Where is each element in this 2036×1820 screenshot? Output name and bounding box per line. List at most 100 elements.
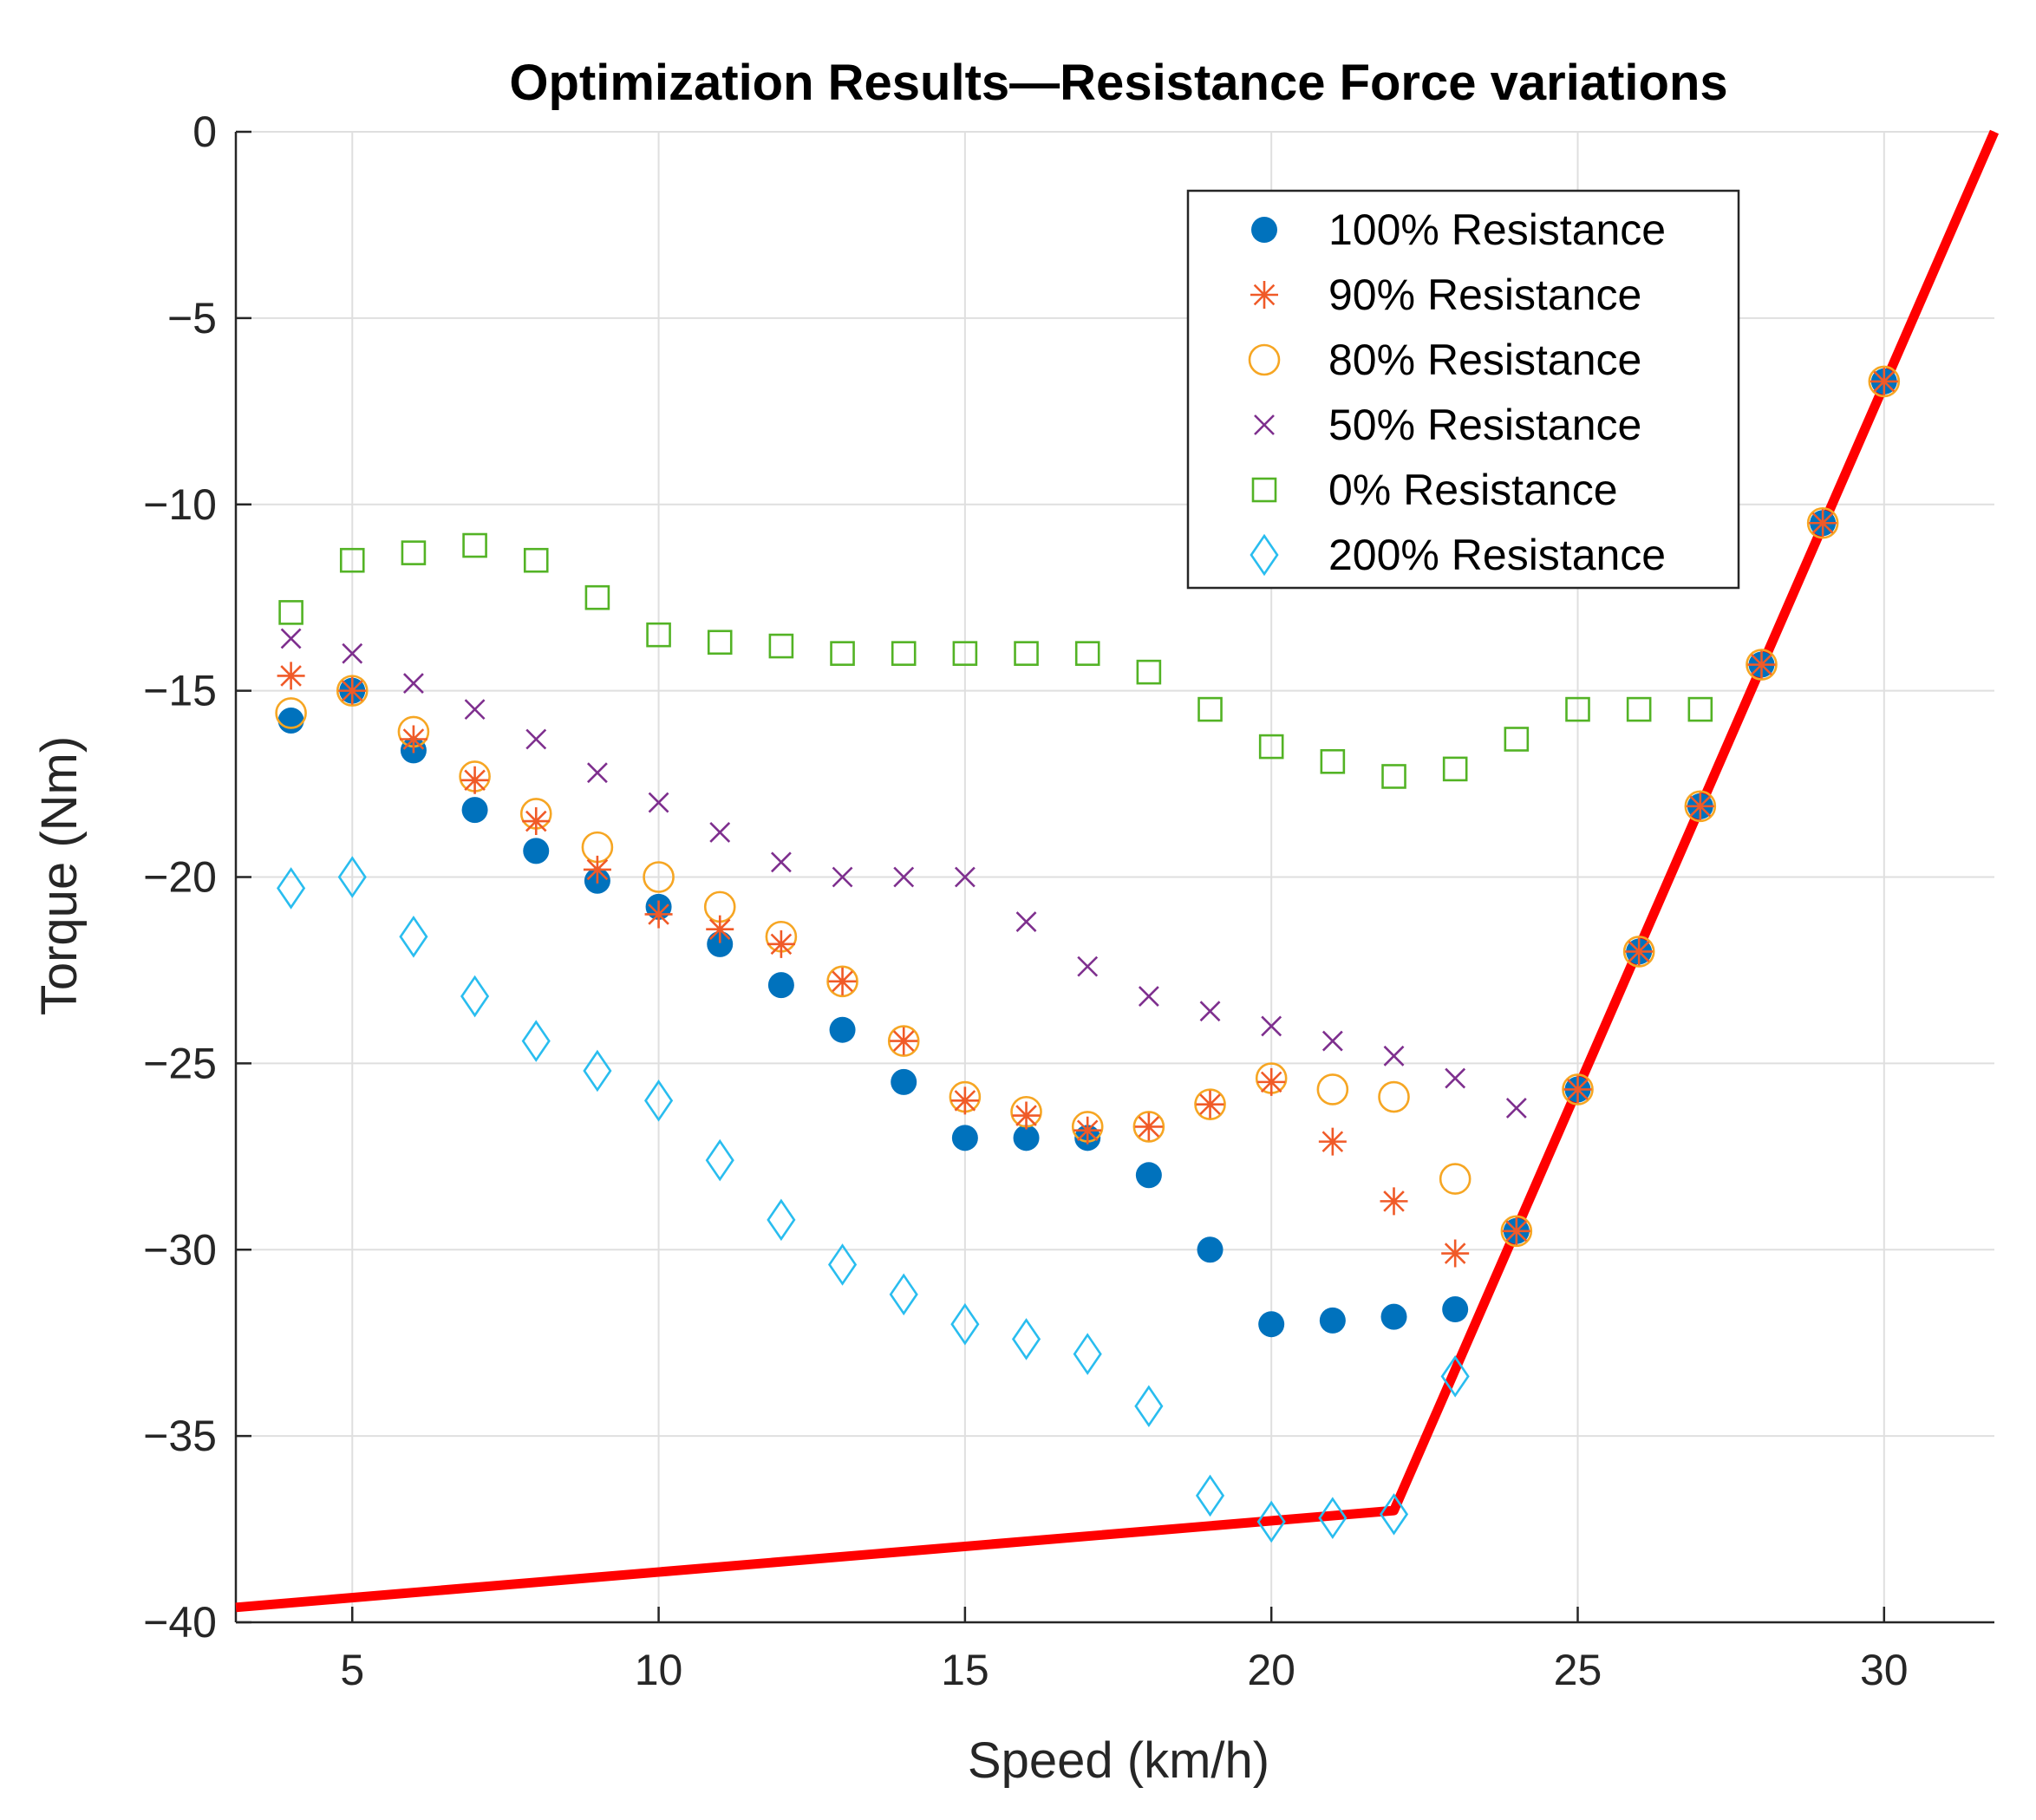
legend-label: 0% Resistance [1328, 466, 1618, 514]
data-point [1011, 1318, 1041, 1360]
data-point [1258, 1311, 1285, 1338]
data-point [460, 766, 489, 794]
legend-label: 200% Resistance [1328, 531, 1666, 579]
y-tick-label: −5 [167, 294, 217, 342]
data-point [399, 915, 428, 958]
data-point [522, 807, 551, 836]
y-tick-label: −10 [143, 480, 217, 529]
data-point [342, 643, 363, 664]
data-point [583, 1049, 612, 1093]
data-point [339, 547, 365, 573]
series-5 [278, 532, 1713, 789]
data-point [1686, 792, 1714, 820]
data-point [893, 866, 915, 888]
data-point [1074, 641, 1100, 666]
x-tick-label: 15 [941, 1646, 989, 1694]
data-point [403, 673, 424, 694]
boundary-line-group [235, 129, 2000, 1613]
data-point [277, 662, 305, 690]
data-point [1504, 727, 1530, 752]
series-4 [280, 628, 1527, 1119]
data-point [461, 797, 488, 824]
legend-marker [1250, 533, 1279, 577]
data-point [889, 1273, 918, 1316]
x-tick-label: 25 [1554, 1646, 1602, 1694]
data-point [1316, 1073, 1349, 1106]
data-point [337, 856, 367, 898]
data-point [1747, 650, 1776, 679]
data-point [1321, 1030, 1343, 1052]
data-point [1381, 764, 1406, 789]
y-tick-label: −30 [143, 1225, 217, 1274]
data-point [277, 708, 304, 734]
data-point [1870, 367, 1898, 395]
data-point [1379, 1493, 1409, 1536]
data-point [830, 641, 855, 666]
y-tick-label: −15 [143, 667, 217, 715]
data-point [1257, 1067, 1286, 1096]
data-point [1441, 1239, 1470, 1268]
data-point [1199, 1001, 1221, 1022]
x-tick-label: 30 [1860, 1646, 1909, 1694]
data-point [1868, 365, 1901, 398]
data-point [1442, 756, 1468, 782]
data-point [336, 675, 369, 707]
data-point [1622, 936, 1655, 968]
data-point [709, 822, 731, 843]
data-point [768, 633, 794, 659]
data-point [767, 1198, 796, 1242]
data-point [1258, 734, 1284, 760]
data-point [523, 838, 550, 864]
data-point [1380, 1303, 1407, 1330]
series-6 [277, 856, 1470, 1543]
data-point [584, 584, 610, 610]
data-point [523, 547, 549, 573]
data-point [1320, 748, 1346, 774]
data-point [399, 725, 427, 753]
data-point [1626, 696, 1652, 722]
data-point [1256, 1500, 1286, 1543]
data-point [1132, 1111, 1165, 1143]
data-point [1684, 790, 1717, 823]
data-point [586, 762, 608, 784]
data-point [460, 975, 490, 1018]
data-point [828, 967, 857, 995]
legend-marker [1250, 281, 1278, 309]
data-point [1445, 1067, 1466, 1089]
data-point [1380, 1187, 1408, 1216]
data-point [521, 1020, 551, 1062]
data-point [1439, 1163, 1472, 1195]
data-point [891, 641, 917, 666]
data-point [1500, 1215, 1533, 1248]
data-point [338, 676, 367, 705]
data-point [1134, 1385, 1164, 1428]
data-point [1319, 1307, 1346, 1334]
data-point [643, 861, 675, 893]
data-point [1197, 1236, 1224, 1263]
data-point [464, 699, 486, 721]
y-tick-label: −25 [143, 1039, 217, 1087]
data-point [829, 1016, 856, 1043]
data-point [1565, 696, 1590, 722]
data-point [1809, 509, 1837, 538]
data-point [767, 930, 795, 958]
data-point [1077, 956, 1099, 977]
data-point [767, 972, 794, 999]
legend-marker [1248, 343, 1281, 376]
data-point [1318, 1127, 1347, 1156]
legend-label: 100% Resistance [1328, 205, 1666, 254]
legend-label: 90% Resistance [1328, 271, 1641, 319]
data-point [1194, 1088, 1226, 1120]
data-point [1261, 1015, 1282, 1037]
data-point [280, 628, 302, 649]
data-point [1135, 1162, 1162, 1189]
y-axis-title: Torque (Nm) [31, 736, 88, 1015]
legend-label: 80% Resistance [1328, 336, 1641, 384]
data-point [643, 1080, 674, 1122]
data-point [401, 540, 427, 565]
data-point [644, 900, 673, 929]
legend-marker [1251, 217, 1277, 243]
data-point [1505, 1098, 1527, 1119]
chart-title: Optimization Results—Resistance Force va… [509, 55, 1727, 111]
